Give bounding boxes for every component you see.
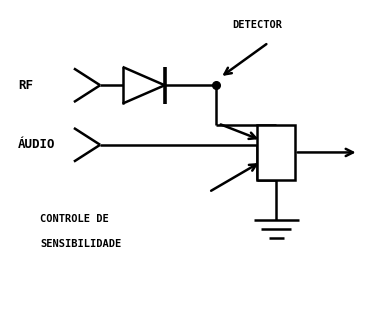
Bar [257, 125, 295, 180]
Text: CONTROLE DE: CONTROLE DE [40, 214, 109, 224]
Text: DETECTOR: DETECTOR [233, 20, 282, 30]
Text: SENSIBILIDADE: SENSIBILIDADE [40, 239, 122, 249]
Text: ÁUDIO: ÁUDIO [18, 138, 55, 151]
Text: RF: RF [18, 79, 33, 92]
